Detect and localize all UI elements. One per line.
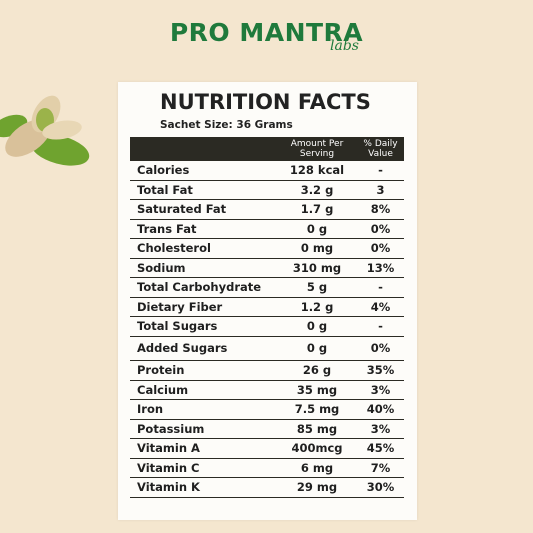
- amount: 29 mg: [277, 477, 357, 498]
- table-row: Protein 26 g 35%: [130, 360, 404, 381]
- nutrient-name: Added Sugars: [130, 336, 277, 361]
- nutrient-name: Total Fat: [130, 180, 277, 200]
- header-cell: [130, 137, 277, 161]
- nutrient-name: Potassium: [130, 419, 277, 439]
- nutrition-table: Amount Per Serving % Daily Value Calorie…: [130, 137, 404, 498]
- table-row: Saturated Fat 1.7 g 8%: [130, 199, 404, 220]
- amount: 310 mg: [277, 258, 357, 278]
- daily-value: 3: [357, 180, 404, 200]
- amount: 0 mg: [277, 238, 357, 259]
- serving-size: Sachet Size: 36 Grams: [160, 119, 293, 131]
- nutrient-name: Cholesterol: [130, 238, 277, 259]
- amount: 400mcg: [277, 438, 357, 459]
- daily-value: -: [357, 316, 404, 337]
- daily-value: 0%: [357, 336, 404, 361]
- nutrient-name: Calories: [130, 161, 277, 181]
- daily-value: 8%: [357, 199, 404, 220]
- daily-value: 40%: [357, 399, 404, 420]
- amount: 7.5 mg: [277, 399, 357, 420]
- nutrient-name: Total Sugars: [130, 316, 277, 337]
- nutrient-name: Vitamin A: [130, 438, 277, 459]
- amount: 85 mg: [277, 419, 357, 439]
- daily-value: 4%: [357, 297, 404, 317]
- nutrient-name: Iron: [130, 399, 277, 420]
- amount: 128 kcal: [277, 161, 357, 181]
- amount: 26 g: [277, 360, 357, 381]
- table-row: Iron 7.5 mg 40%: [130, 399, 404, 420]
- daily-value: 0%: [357, 219, 404, 239]
- table-row: Dietary Fiber 1.2 g 4%: [130, 297, 404, 317]
- nutrient-name: Dietary Fiber: [130, 297, 277, 317]
- amount: 1.2 g: [277, 297, 357, 317]
- daily-value: 0%: [357, 238, 404, 259]
- amount: 3.2 g: [277, 180, 357, 200]
- table-row: Potassium 85 mg 3%: [130, 419, 404, 439]
- daily-value: -: [357, 277, 404, 298]
- nutrient-name: Trans Fat: [130, 219, 277, 239]
- table-row: Calories 128 kcal -: [130, 161, 404, 181]
- table-row: Total Carbohydrate 5 g-: [130, 277, 404, 298]
- nutrient-name: Calcium: [130, 380, 277, 400]
- table-row: Trans Fat 0 g 0%: [130, 219, 404, 239]
- table-row: Vitamin K 29 mg 30%: [130, 477, 404, 498]
- daily-value: 3%: [357, 419, 404, 439]
- pistachio-illustration: [0, 95, 90, 166]
- amount: 6 mg: [277, 458, 357, 478]
- amount: 35 mg: [277, 380, 357, 400]
- header-cell: % Daily Value: [357, 137, 404, 161]
- nutrient-name: Vitamin C: [130, 458, 277, 478]
- daily-value: 7%: [357, 458, 404, 478]
- table-row: Total Sugars 0 g-: [130, 316, 404, 337]
- nutrient-name: Protein: [130, 360, 277, 381]
- amount: 5 g: [277, 277, 357, 298]
- amount: 0 g: [277, 316, 357, 337]
- daily-value: -: [357, 161, 404, 181]
- table-row: Calcium 35 mg 3%: [130, 380, 404, 400]
- nutrient-name: Vitamin K: [130, 477, 277, 498]
- daily-value: 3%: [357, 380, 404, 400]
- table-row: Added Sugars 0 g 0%: [130, 336, 404, 361]
- nutrient-name: Total Carbohydrate: [130, 277, 277, 298]
- title: NUTRITION FACTS: [160, 90, 371, 114]
- amount: 0 g: [277, 336, 357, 361]
- amount: 0 g: [277, 219, 357, 239]
- brand-name: PRO MANTRA: [169, 18, 364, 47]
- table-row: Cholesterol 0 mg 0%: [130, 238, 404, 259]
- daily-value: 30%: [357, 477, 404, 498]
- nutrient-name: Sodium: [130, 258, 277, 278]
- brand-sub: labs: [330, 38, 359, 54]
- table-row: Vitamin A 400mcg 45%: [130, 438, 404, 459]
- daily-value: 45%: [357, 438, 404, 459]
- amount: 1.7 g: [277, 199, 357, 220]
- label-card: NUTRITION FACTS Sachet Size: 36 Grams Am…: [118, 82, 417, 520]
- daily-value: 35%: [357, 360, 404, 381]
- header-cell: Amount Per Serving: [277, 137, 357, 161]
- table-row: Sodium 310 mg 13%: [130, 258, 404, 278]
- daily-value: 13%: [357, 258, 404, 278]
- nutrient-name: Saturated Fat: [130, 199, 277, 220]
